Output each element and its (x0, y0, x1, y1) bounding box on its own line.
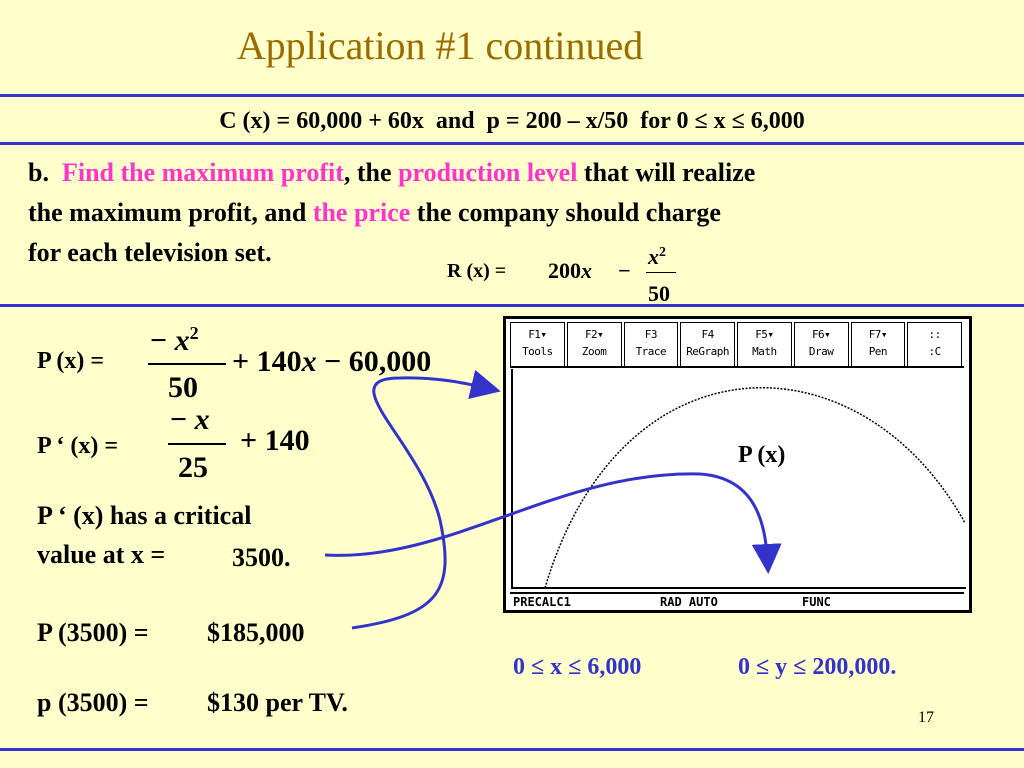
text-segment: production level (398, 158, 578, 187)
page-number: 17 (918, 709, 934, 726)
revenue-lhs: R (x) = (447, 260, 507, 282)
numerator: − x2 (150, 324, 199, 356)
text-segment: b. (28, 158, 62, 187)
exp: 2 (189, 323, 199, 343)
tab-key: F4 (701, 328, 715, 341)
problem-line: the maximum profit, and the price the co… (28, 200, 721, 226)
var: x (194, 403, 210, 436)
status-bar: PRECALC1 RAD AUTO FUNC (510, 592, 964, 610)
problem-line: for each television set. (28, 240, 272, 266)
term: − 60,000 (324, 345, 432, 378)
x-range: 0 ≤ x ≤ 6,000 (513, 654, 642, 680)
text-segment: the price (312, 198, 411, 227)
tab-key: :: (928, 328, 942, 341)
sign: − (170, 403, 188, 436)
curve (544, 387, 966, 589)
tab: F1▾ Tools (510, 322, 565, 366)
var: x (648, 244, 659, 270)
tab: F2▾ Zoom (566, 322, 622, 366)
rule (0, 748, 1024, 751)
tab-label: Trace (635, 345, 667, 358)
tab-label: :C (928, 345, 942, 358)
problem-line: b. Find the maximum profit, the producti… (28, 160, 755, 186)
tab-key: F5▾ (755, 328, 774, 341)
graph-label: P (x) (738, 442, 786, 468)
rule (0, 304, 1024, 307)
critical-line: P ‘ (x) has a critical (37, 501, 252, 530)
slide-title: Application #1 continued (236, 23, 644, 68)
term: + 140 (232, 345, 302, 378)
denominator: 50 (168, 371, 198, 404)
tab: F4 ReGraph (680, 322, 735, 366)
rule (0, 94, 1024, 97)
tab-label: Zoom (581, 345, 607, 358)
tab-label: Tools (522, 345, 553, 358)
tab: :::C (907, 322, 962, 366)
text-segment: for each television set. (28, 238, 272, 267)
tab-label: Math (752, 345, 777, 358)
numerator: x2 (648, 244, 666, 270)
fraction-bar (646, 272, 676, 273)
maximum-lhs: P (3500) = (37, 618, 149, 647)
critical-line: value at x = (37, 540, 166, 569)
derivative-lhs: P ‘ (x) = (37, 433, 118, 459)
rule (0, 142, 1024, 145)
numerator: − x (170, 405, 210, 435)
maximum-value: $185,000 (207, 618, 305, 647)
tab-label: Pen (868, 345, 888, 358)
status-item: RAD AUTO (660, 595, 718, 609)
tab: F6▾ Draw (793, 322, 849, 366)
profit-lhs: P (x) = (37, 348, 104, 374)
number: 200 (548, 258, 581, 283)
tab-key: F2▾ (584, 328, 604, 341)
tab: F3 Trace (623, 322, 679, 366)
text-segment: the maximum profit, and (28, 198, 313, 227)
status-item: FUNC (802, 595, 831, 609)
minus: − (618, 258, 631, 283)
fraction-bar (168, 443, 226, 445)
text-segment: that will realize (577, 158, 756, 187)
toolbar: F1▾ Tools F2▾ Zoom F3 Trace F4 ReGraph F5▾ Math F6… (510, 322, 964, 368)
revenue-term: 200x (548, 260, 592, 282)
tab-key: F6▾ (811, 328, 831, 341)
var: x (581, 258, 592, 283)
var: x (301, 345, 317, 378)
fraction-bar (148, 363, 226, 365)
status-item: PRECALC1 (513, 595, 571, 609)
tab-key: F7▾ (868, 328, 888, 341)
tab: F7▾ Pen (850, 322, 906, 366)
sign: − (150, 324, 168, 357)
critical-value: 3500. (232, 543, 291, 572)
arrow (351, 369, 501, 630)
tab: F5▾ Math (737, 322, 792, 366)
denominator: 50 (648, 281, 670, 306)
tab-key: F1▾ (528, 328, 547, 341)
tab-key: F3 (644, 328, 658, 341)
tab-label: Draw (808, 345, 834, 358)
var: x (174, 324, 190, 357)
given: C (x) = 60,000 + 60x and p = 200 – x/50 … (219, 108, 805, 134)
text-segment: the company should charge (410, 198, 721, 227)
derivative-rest: + 140 (240, 424, 310, 457)
text-segment: Find the maximum profit (61, 158, 344, 187)
price-value: $130 per TV. (207, 688, 348, 717)
price-lhs: p (3500) = (37, 688, 149, 717)
text-segment: , the (343, 158, 399, 187)
tab-label: ReGraph (686, 345, 730, 358)
y-range: 0 ≤ y ≤ 200,000. (738, 654, 897, 680)
exp: 2 (659, 244, 666, 260)
profit-rest: + 140x − 60,000 (232, 347, 431, 377)
denominator: 25 (178, 451, 208, 484)
